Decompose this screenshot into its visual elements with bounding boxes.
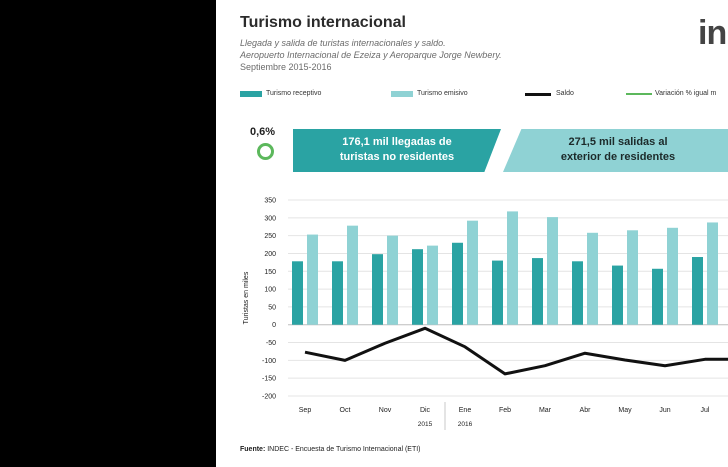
y-tick-label: 150 — [264, 269, 276, 276]
x-tick-label: Mar — [539, 407, 552, 414]
source-label: Fuente: — [240, 446, 266, 453]
x-tick-label: Nov — [379, 407, 392, 414]
legend-label-saldo: Saldo — [556, 90, 574, 97]
legend-label-variacion: Variación % igual m — [655, 90, 717, 97]
bar-emisivo — [427, 245, 438, 325]
bar-receptivo — [332, 261, 343, 325]
chart-subtitle-airports: Aeropuerto Internacional de Ezeiza y Aer… — [240, 50, 502, 60]
y-tick-label: 250 — [264, 233, 276, 240]
bar-receptivo — [532, 258, 543, 325]
year-label: 2015 — [418, 421, 433, 428]
bar-line-chart: 350 300 250 200 150 100 50 0 -50 -100 -150 -200 Turi… — [243, 198, 728, 430]
bar-emisivo — [587, 232, 598, 325]
legend-swatch-receptivo — [240, 91, 262, 97]
y-tick-label: 300 — [264, 215, 276, 222]
y-tick-label: 50 — [268, 304, 276, 311]
bar-receptivo — [292, 261, 303, 325]
chart-period: Septiembre 2015-2016 — [240, 62, 332, 72]
saldo-line — [304, 326, 728, 376]
bar-receptivo — [612, 265, 623, 325]
y-tick-label: 200 — [264, 251, 276, 258]
legend-swatch-variacion — [626, 93, 652, 95]
y-tick-label: -50 — [266, 340, 276, 347]
bar-receptivo — [652, 268, 663, 325]
bar-receptivo — [572, 261, 583, 325]
departures-banner: 271,5 mil salidas al exterior de residen… — [503, 129, 728, 172]
variation-indicator-icon — [257, 143, 274, 160]
legend-swatch-saldo — [525, 93, 551, 96]
bar-emisivo — [467, 220, 478, 325]
x-tick-label: Dic — [420, 407, 431, 414]
legend-label-emisivo: Turismo emisivo — [417, 90, 468, 97]
y-tick-label: 0 — [272, 322, 276, 329]
bar-emisivo — [387, 235, 398, 325]
bar-receptivo — [372, 254, 383, 325]
x-tick-label: Oct — [340, 407, 351, 414]
x-tick-label: Feb — [499, 407, 511, 414]
source-text: INDEC - Encuesta de Turismo Internaciona… — [267, 446, 421, 453]
y-tick-label: -200 — [262, 394, 276, 401]
bar-emisivo — [707, 222, 718, 325]
bar-emisivo — [347, 225, 358, 325]
bar-receptivo — [412, 249, 423, 325]
y-tick-label: -100 — [262, 358, 276, 365]
y-axis-label: Turistas en miles — [243, 271, 250, 324]
arrivals-banner: 176,1 mil llegadas de turistas no reside… — [293, 129, 501, 172]
departures-text-line1: 271,5 mil salidas al — [568, 136, 668, 148]
bar-receptivo — [692, 257, 703, 325]
x-tick-label: Jul — [701, 407, 710, 414]
arrivals-text-line2: turistas no residentes — [339, 151, 455, 163]
legend-label-receptivo: Turismo receptivo — [266, 90, 322, 97]
departures-text-line2: exterior de residentes — [560, 151, 676, 163]
bar-receptivo — [452, 242, 463, 325]
x-tick-label: May — [618, 407, 632, 414]
chart-title: Turismo internacional — [240, 14, 406, 31]
chart-panel: Turismo internacional Llegada y salida d… — [216, 0, 728, 467]
bar-emisivo — [667, 227, 678, 325]
x-tick-label: Sep — [299, 407, 312, 414]
x-tick-label: Jun — [659, 407, 670, 414]
x-tick-label: Abr — [580, 407, 592, 414]
indec-logo: in — [698, 14, 727, 52]
bar-emisivo — [507, 211, 518, 325]
y-tick-label: 100 — [264, 287, 276, 294]
y-tick-label: -150 — [262, 376, 276, 383]
bar-receptivo — [492, 260, 503, 325]
source-note: Fuente: INDEC - Encuesta de Turismo Inte… — [240, 446, 421, 453]
bar-emisivo — [307, 234, 318, 325]
chart-subtitle: Llegada y salida de turistas internacion… — [240, 38, 446, 48]
bar-emisivo — [627, 230, 638, 325]
bar-emisivo — [547, 217, 558, 325]
year-label: 2016 — [458, 421, 473, 428]
arrivals-text-line1: 176,1 mil llegadas de — [342, 136, 452, 148]
variation-value: 0,6% — [250, 126, 276, 138]
legend-swatch-emisivo — [391, 91, 413, 97]
x-tick-label: Ene — [459, 407, 472, 414]
y-tick-label: 350 — [264, 198, 276, 205]
